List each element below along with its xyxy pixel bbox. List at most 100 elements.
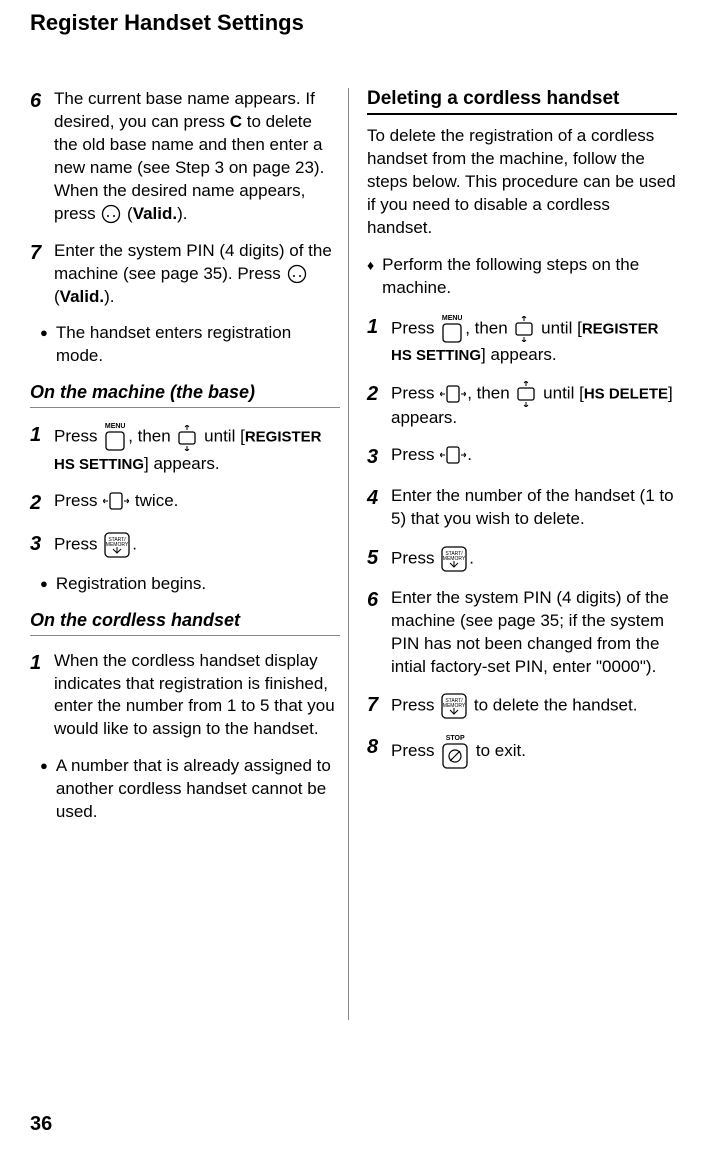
subhead-machine: On the machine (the base) [30, 382, 340, 408]
stop-button-icon: STOP [440, 734, 470, 769]
valid-label: Valid. [60, 287, 104, 306]
txt: Press [391, 318, 439, 337]
valid-label: Valid. [133, 204, 177, 223]
step-text: Enter the number of the handset (1 to 5)… [391, 485, 677, 531]
step-number: 4 [367, 485, 385, 531]
setting-name: HS DELETE [584, 385, 668, 402]
machine-step-3: 3 Press START/MEMORY. [30, 531, 340, 559]
right-step-2: 2 Press , then until [HS DELETE] appears… [367, 381, 677, 430]
machine-step-1: 1 Press MENU, then until [REGISTER HS SE… [30, 422, 340, 475]
txt: . [467, 445, 472, 464]
content-columns: 6 The current base name appears. If desi… [0, 36, 702, 1028]
txt: Press [391, 445, 439, 464]
square-button-icon [104, 430, 126, 452]
start-memory-icon: START/MEMORY [103, 531, 131, 559]
bullet-dot: ● [40, 573, 48, 596]
diamond-text: Perform the following steps on the machi… [382, 254, 677, 300]
start-memory-icon: START/MEMORY [440, 692, 468, 720]
step-number: 1 [30, 650, 48, 742]
right-column: Deleting a cordless handset To delete th… [367, 88, 677, 1028]
txt: to delete the handset. [469, 696, 637, 715]
step-number: 3 [367, 444, 385, 471]
step-text: Press START/MEMORY. [391, 545, 677, 573]
bullet-text: The handset enters registration mode. [56, 322, 340, 368]
valid-button-icon [101, 204, 121, 224]
txt: . [469, 548, 474, 567]
step-text: Press . [391, 444, 677, 471]
right-step-8: 8 Press STOP to exit. [367, 734, 677, 769]
left-column: 6 The current base name appears. If desi… [30, 88, 349, 1020]
nav-ud-icon [515, 381, 537, 407]
step-number: 5 [367, 545, 385, 573]
step-number: 6 [30, 88, 48, 226]
txt: Press [391, 742, 439, 761]
txt: Press [54, 427, 102, 446]
key-c: C [230, 112, 242, 131]
bullet-note: ● Registration begins. [40, 573, 340, 596]
left-step-6: 6 The current base name appears. If desi… [30, 88, 340, 226]
bullet-dot: ● [40, 755, 48, 824]
right-step-1: 1 Press MENU, then until [REGISTER HS SE… [367, 314, 677, 367]
right-step-6: 6 Enter the system PIN (4 digits) of the… [367, 587, 677, 679]
nav-ud-icon [513, 316, 535, 342]
bullet-text: Registration begins. [56, 573, 206, 596]
diamond-icon: ♦ [367, 254, 374, 300]
step-text: Press START/MEMORY to delete the handset… [391, 692, 677, 720]
step-text: Press STOP to exit. [391, 734, 677, 769]
step-text: When the cordless handset display indica… [54, 650, 340, 742]
txt: Press [54, 534, 102, 553]
txt: until [ [536, 318, 581, 337]
txt: , then [128, 427, 175, 446]
right-step-3: 3 Press . [367, 444, 677, 471]
step-text: Press START/MEMORY. [54, 531, 340, 559]
txt: ). [177, 204, 187, 223]
right-step-7: 7 Press START/MEMORY to delete the hands… [367, 692, 677, 720]
txt: Press [391, 548, 439, 567]
txt: Press [54, 491, 102, 510]
nav-lr-icon [440, 383, 466, 405]
valid-button-icon [287, 264, 307, 284]
bullet-text: A number that is already assigned to ano… [56, 755, 340, 824]
intro-text: To delete the registration of a cordless… [367, 125, 677, 240]
txt: until [ [538, 383, 583, 402]
section-heading: Deleting a cordless handset [367, 88, 677, 115]
menu-button-icon: MENU [440, 314, 464, 344]
nav-lr-icon [440, 444, 466, 466]
step-number: 2 [30, 490, 48, 517]
subhead-handset: On the cordless handset [30, 610, 340, 636]
step-number: 8 [367, 734, 385, 769]
step-text: The current base name appears. If desire… [54, 88, 340, 226]
step-number: 3 [30, 531, 48, 559]
txt: ). [104, 287, 114, 306]
txt: Press [391, 696, 439, 715]
handset-step-1: 1 When the cordless handset display indi… [30, 650, 340, 742]
step-number: 7 [367, 692, 385, 720]
txt: to exit. [471, 742, 526, 761]
step-text: Enter the system PIN (4 digits) of the m… [391, 587, 677, 679]
bullet-note: ● A number that is already assigned to a… [40, 755, 340, 824]
machine-step-2: 2 Press twice. [30, 490, 340, 517]
page-title: Register Handset Settings [0, 0, 702, 36]
txt: , then [467, 383, 514, 402]
step-text: Press , then until [HS DELETE] appears. [391, 381, 677, 430]
step-number: 6 [367, 587, 385, 679]
step-text: Press MENU, then until [REGISTER HS SETT… [391, 314, 677, 367]
diamond-note: ♦ Perform the following steps on the mac… [367, 254, 677, 300]
txt: ( [122, 204, 132, 223]
step-text: Enter the system PIN (4 digits) of the m… [54, 240, 340, 309]
stop-icon [441, 742, 469, 770]
txt: until [ [199, 427, 244, 446]
txt: ] appears. [144, 454, 220, 473]
nav-lr-icon [103, 490, 129, 512]
step-text: Press MENU, then until [REGISTER HS SETT… [54, 422, 340, 475]
txt: Press [391, 383, 439, 402]
right-step-5: 5 Press START/MEMORY. [367, 545, 677, 573]
square-button-icon [441, 322, 463, 344]
step-number: 7 [30, 240, 48, 309]
menu-button-icon: MENU [103, 422, 127, 452]
step-number: 2 [367, 381, 385, 430]
nav-ud-icon [176, 425, 198, 451]
bullet-note: ● The handset enters registration mode. [40, 322, 340, 368]
bullet-dot: ● [40, 322, 48, 368]
txt: , then [465, 318, 512, 337]
